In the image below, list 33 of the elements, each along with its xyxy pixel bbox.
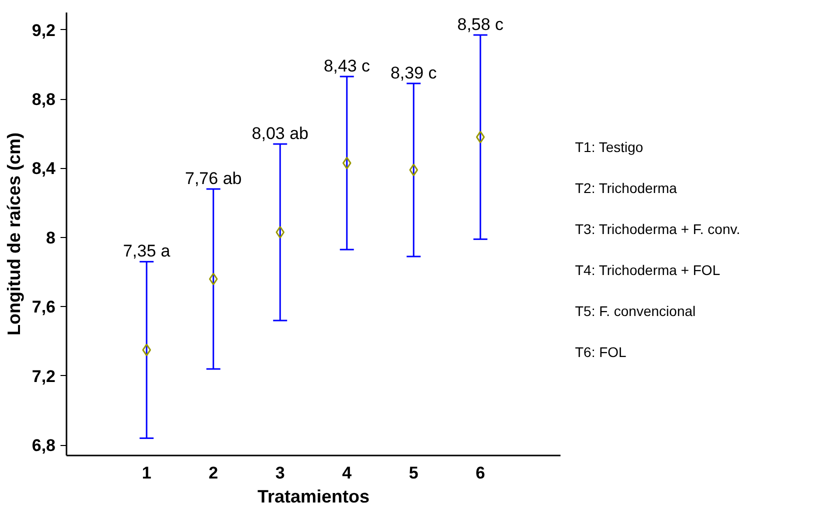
x-axis-title: Tratamientos xyxy=(257,486,370,506)
y-tick-label: 6,8 xyxy=(32,436,56,456)
text: T3: Trichoderma + F. conv. xyxy=(575,220,740,239)
text: T4: Trichoderma + FOL xyxy=(575,261,722,280)
y-axis-title: Longitud de raíces (cm) xyxy=(4,132,24,336)
y-tick-label: 8 xyxy=(46,228,56,248)
x-tick-label: 3 xyxy=(275,464,285,482)
point xyxy=(142,344,152,356)
x-tick-label: 2 xyxy=(208,464,218,482)
x-tick-label: 6 xyxy=(476,464,486,482)
point xyxy=(409,164,418,176)
text: T2: Trichoderma xyxy=(575,179,678,198)
point xyxy=(342,156,352,170)
annotation: 8,58 c xyxy=(457,14,504,34)
text: T1: Testigo xyxy=(575,138,644,157)
x-tick-label: 1 xyxy=(142,464,152,482)
annotation: 7,76 ab xyxy=(185,169,242,188)
y-tick-label: 8,8 xyxy=(32,90,56,110)
text: T5: F. convencional xyxy=(575,302,697,321)
y-tick-label: 7,6 xyxy=(32,298,56,317)
annotation: 8,03 ab xyxy=(252,124,308,144)
point xyxy=(208,272,218,286)
y-tick-label: 7,2 xyxy=(32,366,56,386)
point xyxy=(276,226,285,239)
x-tick-label: 4 xyxy=(342,464,352,482)
annotation: 8,43 c xyxy=(324,56,371,76)
text: T6: FOL xyxy=(575,343,628,362)
point xyxy=(476,130,485,144)
y-tick-label: 8,4 xyxy=(32,159,56,178)
y-tick-label: 9,2 xyxy=(32,20,56,40)
annotation: 8,39 c xyxy=(390,63,438,82)
x-tick-label: 5 xyxy=(408,464,418,482)
annotation: 7,35 a xyxy=(122,242,171,261)
